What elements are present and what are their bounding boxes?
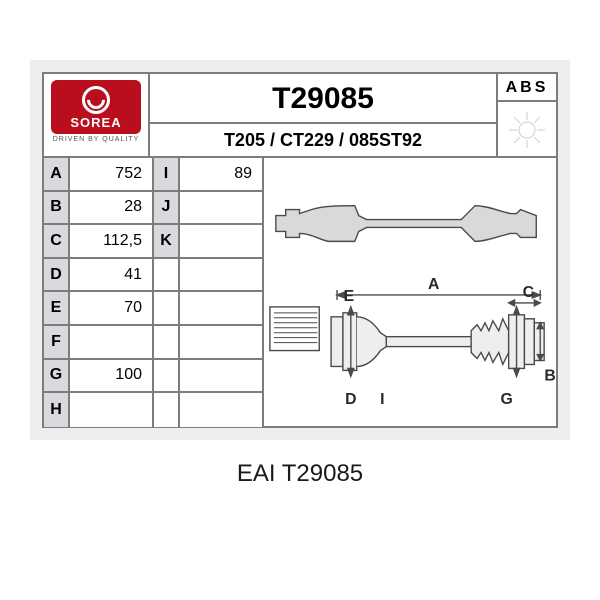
caption-code: T29085 [282, 460, 363, 487]
spec-key: B [44, 192, 70, 224]
svg-text:D: D [345, 391, 356, 408]
spec-row: F [44, 326, 264, 360]
part-number: T29085 [150, 74, 496, 124]
spec-row: B28J [44, 192, 264, 226]
spec-row: E70 [44, 292, 264, 326]
spec-key: E [44, 292, 70, 324]
spec-key: H [44, 393, 70, 427]
spec-key [154, 326, 180, 358]
spec-key [154, 393, 180, 427]
spec-row: H [44, 393, 264, 427]
spec-val: 70 [70, 292, 154, 324]
spec-val [70, 326, 154, 358]
spec-val [180, 360, 264, 392]
spec-val [180, 326, 264, 358]
cross-refs: T205 / CT229 / 085ST92 [150, 124, 496, 158]
brand-name: SOREA [51, 115, 141, 130]
spec-key: C [44, 225, 70, 257]
spec-val: 752 [70, 158, 154, 190]
spec-key: I [154, 158, 180, 190]
brand-badge: SOREA [51, 80, 141, 134]
spec-key: A [44, 158, 70, 190]
spec-val: 41 [70, 259, 154, 291]
svg-text:B: B [544, 367, 555, 384]
spec-row: A752I89 [44, 158, 264, 192]
spec-val [180, 292, 264, 324]
abs-column: ABS [498, 74, 556, 158]
figure-stage: SOREA DRIVEN BY QUALITY T29085 T205 / CT… [30, 60, 570, 440]
spec-val: 100 [70, 360, 154, 392]
spec-val: 28 [70, 192, 154, 224]
spec-val [180, 192, 264, 224]
spec-table: A752I89B28JC112,5KD41E70FG100H [44, 158, 264, 426]
technical-diagram: A E C B D I G [264, 158, 556, 426]
svg-text:A: A [428, 276, 440, 293]
spec-val [180, 225, 264, 257]
spec-val [70, 393, 154, 427]
spec-key: D [44, 259, 70, 291]
abs-label: ABS [498, 74, 556, 102]
spec-row: C112,5K [44, 225, 264, 259]
header: SOREA DRIVEN BY QUALITY T29085 T205 / CT… [44, 74, 556, 158]
spec-val: 89 [180, 158, 264, 190]
svg-text:E: E [344, 288, 355, 305]
caption-brand: EAI [237, 460, 276, 487]
spec-key: F [44, 326, 70, 358]
spec-key [154, 259, 180, 291]
spec-row: G100 [44, 360, 264, 394]
spec-val: 112,5 [70, 225, 154, 257]
caption: EAI T29085 [0, 460, 600, 488]
spec-val [180, 259, 264, 291]
brand-logo-icon [82, 86, 110, 114]
spec-key [154, 360, 180, 392]
svg-text:G: G [501, 391, 513, 408]
spec-row: D41 [44, 259, 264, 293]
title-area: T29085 T205 / CT229 / 085ST92 [150, 74, 498, 158]
spec-key: J [154, 192, 180, 224]
spec-key: G [44, 360, 70, 392]
abs-ring-icon [498, 102, 556, 158]
spec-val [180, 393, 264, 427]
brand-tagline: DRIVEN BY QUALITY [44, 136, 148, 143]
brand-cell: SOREA DRIVEN BY QUALITY [44, 74, 150, 158]
svg-text:C: C [523, 284, 534, 301]
svg-text:I: I [380, 391, 384, 408]
spec-key [154, 292, 180, 324]
spec-card: SOREA DRIVEN BY QUALITY T29085 T205 / CT… [42, 72, 558, 428]
spec-key: K [154, 225, 180, 257]
